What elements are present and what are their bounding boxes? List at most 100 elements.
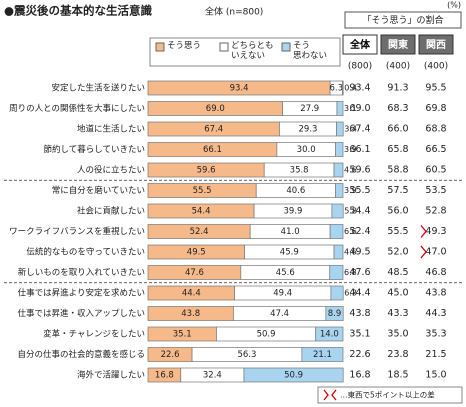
value-label: 8.9 — [328, 309, 342, 319]
column-header: 関西 — [426, 39, 446, 51]
bar-segment — [315, 326, 344, 342]
table-cell: 69.0 — [349, 103, 370, 114]
chart-title: ●震災後の基本的な生活意識 — [4, 4, 153, 18]
table-cell: 52.4 — [349, 226, 370, 237]
table-cell: 56.0 — [387, 206, 408, 217]
value-label: 21.1 — [313, 350, 332, 360]
category-label: 周りの人との関係性を大事にしたい — [9, 103, 145, 114]
table-cell: 15.0 — [425, 370, 446, 381]
table-cell: 45.0 — [387, 288, 408, 299]
legend-label: そう思う — [167, 41, 202, 51]
value-label: 44.4 — [182, 289, 201, 299]
table-cell: 54.4 — [349, 206, 370, 217]
value-label: 54.4 — [192, 207, 211, 217]
value-label: 49.5 — [187, 248, 206, 258]
value-label: 32.4 — [203, 371, 222, 381]
table-cell: 52.0 — [387, 247, 408, 258]
table-cell: 44.3 — [425, 308, 446, 319]
table-cell: 22.6 — [349, 349, 370, 360]
table-cell: 44.4 — [349, 288, 370, 299]
table-cell: 43.8 — [349, 308, 370, 319]
category-label: 社会に貢献したい — [77, 206, 145, 217]
value-label: 56.3 — [237, 350, 256, 360]
table-cell: 59.6 — [349, 165, 370, 176]
table-cell: 66.5 — [425, 144, 446, 155]
column-n: (800) — [348, 62, 372, 72]
column-header: 関東 — [388, 38, 408, 51]
value-label: 27.9 — [300, 104, 319, 114]
note: …東西で5ポイント以上の差 — [340, 390, 435, 400]
table-cell: 60.5 — [425, 165, 446, 176]
value-label: 0.4 — [344, 84, 357, 93]
column-header-box — [418, 34, 454, 55]
column-n: (400) — [424, 62, 448, 72]
value-label: 55.5 — [193, 186, 212, 196]
category-label: 海外で活躍したい — [77, 370, 145, 381]
value-label: 39.9 — [284, 207, 303, 217]
legend-label: そう 思わない — [293, 41, 328, 61]
category-label: 節約して暮らしていきたい — [44, 144, 146, 155]
legend-swatch — [219, 42, 229, 52]
category-label: 仕事では昇進より安定を求めたい — [18, 288, 145, 299]
table-cell: 21.5 — [425, 349, 446, 360]
value-label: 22.6 — [161, 350, 180, 360]
category-label: 常に自分を磨いていたい — [52, 185, 145, 196]
table-cell: 68.3 — [387, 103, 408, 114]
category-label: 新しいものを取り入れていきたい — [18, 267, 145, 278]
value-label: 5.8 — [344, 207, 357, 216]
value-label: 66.1 — [203, 145, 222, 155]
category-label: 自分の仕事の社会的意義を感じる — [17, 349, 145, 360]
value-label: 35.8 — [290, 166, 309, 176]
value-label: 16.8 — [155, 371, 174, 381]
category-label: 人の役に立ちたい — [77, 165, 145, 176]
table-cell: 91.3 — [387, 83, 408, 94]
table-cell: 93.4 — [349, 83, 370, 94]
category-label: 仕事では昇進・収入アップしたい — [17, 308, 145, 319]
column-header-box — [342, 34, 378, 55]
table-cell: 67.4 — [349, 124, 370, 135]
table-cell: 48.5 — [387, 267, 408, 278]
table-cell: 49.5 — [349, 247, 370, 258]
table-cell: 23.8 — [387, 349, 408, 360]
value-label: 3.4 — [344, 125, 357, 134]
value-label: 4.6 — [344, 166, 357, 175]
value-label: 3.9 — [344, 145, 357, 154]
table-cell: 58.8 — [387, 165, 408, 176]
table-title: 「そう思う」の割合 — [362, 14, 443, 26]
value-label: 93.4 — [230, 84, 249, 94]
table-cell: 35.1 — [349, 329, 370, 340]
legend-box — [149, 37, 341, 67]
table-cell: 47.6 — [349, 267, 370, 278]
column-header-box — [380, 34, 416, 55]
table-cell: 52.8 — [425, 206, 446, 217]
bar-segment — [335, 142, 344, 157]
value-label: 50.9 — [284, 371, 303, 381]
bar-segment — [330, 285, 344, 301]
value-label: 41.0 — [281, 227, 300, 237]
value-label: 3.9 — [344, 186, 357, 195]
category-label: 地道に生活したい — [77, 124, 145, 135]
bar-segment — [333, 244, 344, 260]
table-title-box — [344, 11, 462, 29]
value-label: 50.9 — [257, 330, 276, 340]
column-n: (400) — [386, 62, 410, 72]
table-cell: 55.5 — [387, 226, 408, 237]
value-label: 47.4 — [270, 309, 289, 319]
value-label: 4.6 — [344, 248, 357, 257]
table-cell: 43.8 — [425, 288, 446, 299]
table-cell: 95.5 — [425, 83, 446, 94]
value-label: 6.3 — [344, 289, 357, 298]
value-label: 43.8 — [181, 309, 200, 319]
bar-segment — [336, 101, 344, 116]
difference-marker — [420, 245, 427, 259]
value-label: 6.3 — [330, 84, 344, 94]
value-label: 47.6 — [185, 268, 204, 278]
bar-segment — [329, 265, 344, 280]
table-cell: 66.1 — [349, 144, 370, 155]
value-label: 69.0 — [206, 104, 225, 114]
value-label: 45.6 — [276, 268, 295, 278]
value-label: 6.6 — [344, 227, 357, 236]
note-box — [317, 386, 463, 404]
bar-segment — [333, 162, 344, 178]
